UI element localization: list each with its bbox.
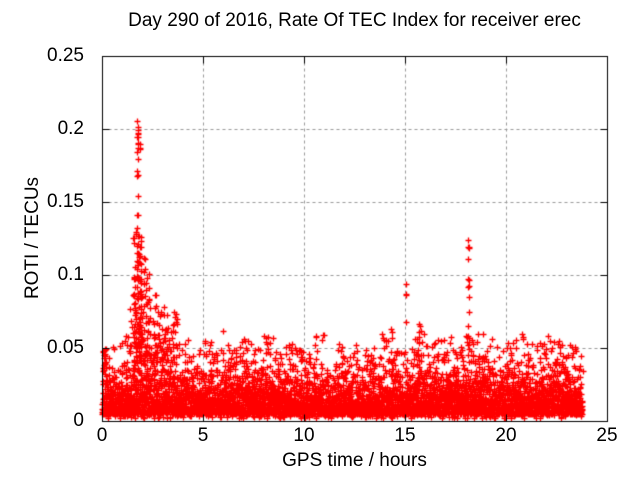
y-tick-label-0.1: 0.1 bbox=[57, 264, 84, 285]
x-tick-label-20: 20 bbox=[495, 425, 517, 446]
x-tick-label-15: 15 bbox=[394, 425, 416, 446]
y-tick-label-0.2: 0.2 bbox=[57, 118, 84, 139]
y-tick-label-0.15: 0.15 bbox=[47, 191, 84, 212]
x-tick-label-5: 5 bbox=[197, 425, 209, 446]
x-tick-label-10: 10 bbox=[293, 425, 315, 446]
x-axis-label: GPS time / hours bbox=[282, 450, 427, 471]
y-tick-label-0.05: 0.05 bbox=[47, 337, 84, 358]
y-tick-label-0.25: 0.25 bbox=[47, 45, 84, 66]
chart-title: Day 290 of 2016, Rate Of TEC Index for r… bbox=[128, 10, 581, 31]
x-tick-label-0: 0 bbox=[96, 425, 108, 446]
y-tick-label-0: 0 bbox=[73, 410, 84, 431]
x-tick-label-25: 25 bbox=[596, 425, 618, 446]
